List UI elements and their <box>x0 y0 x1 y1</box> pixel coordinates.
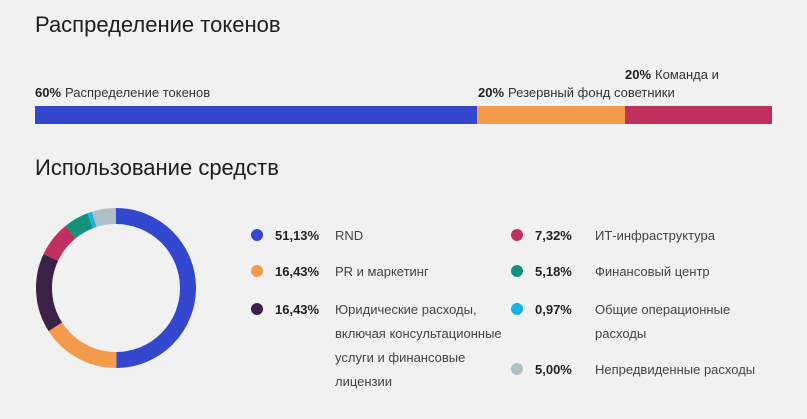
legend-dot <box>511 229 523 241</box>
funds-usage-title: Использование средств <box>35 155 279 180</box>
bar-segment-distribution <box>35 106 478 124</box>
token-stacked-bar <box>35 106 772 124</box>
donut-slice-4 <box>65 213 94 239</box>
donut-slice-6 <box>91 208 117 228</box>
token-distribution-title: Распределение токенов <box>35 12 281 37</box>
legend-dot <box>511 265 523 277</box>
legend-dot <box>511 303 523 315</box>
bar-segment-reserve <box>477 106 625 124</box>
segment-label-team: 20% Команда и <box>625 67 719 82</box>
donut-slice-0 <box>115 208 197 368</box>
segment-label-distribution: 60% Распределение токенов <box>35 85 211 100</box>
donut-slice-1 <box>48 322 117 368</box>
donut-slice-5 <box>87 211 97 229</box>
funds-donut-chart <box>36 208 197 368</box>
legend-dot <box>251 303 263 315</box>
donut-slice-2 <box>36 254 63 332</box>
legend-dot <box>251 265 263 277</box>
bar-segment-team <box>624 106 772 124</box>
legend-dot <box>511 363 523 375</box>
legend-dot <box>251 229 263 241</box>
segment-label-reserve: 20% Резервный фонд советники <box>478 85 675 100</box>
donut-slice-3 <box>43 225 76 262</box>
